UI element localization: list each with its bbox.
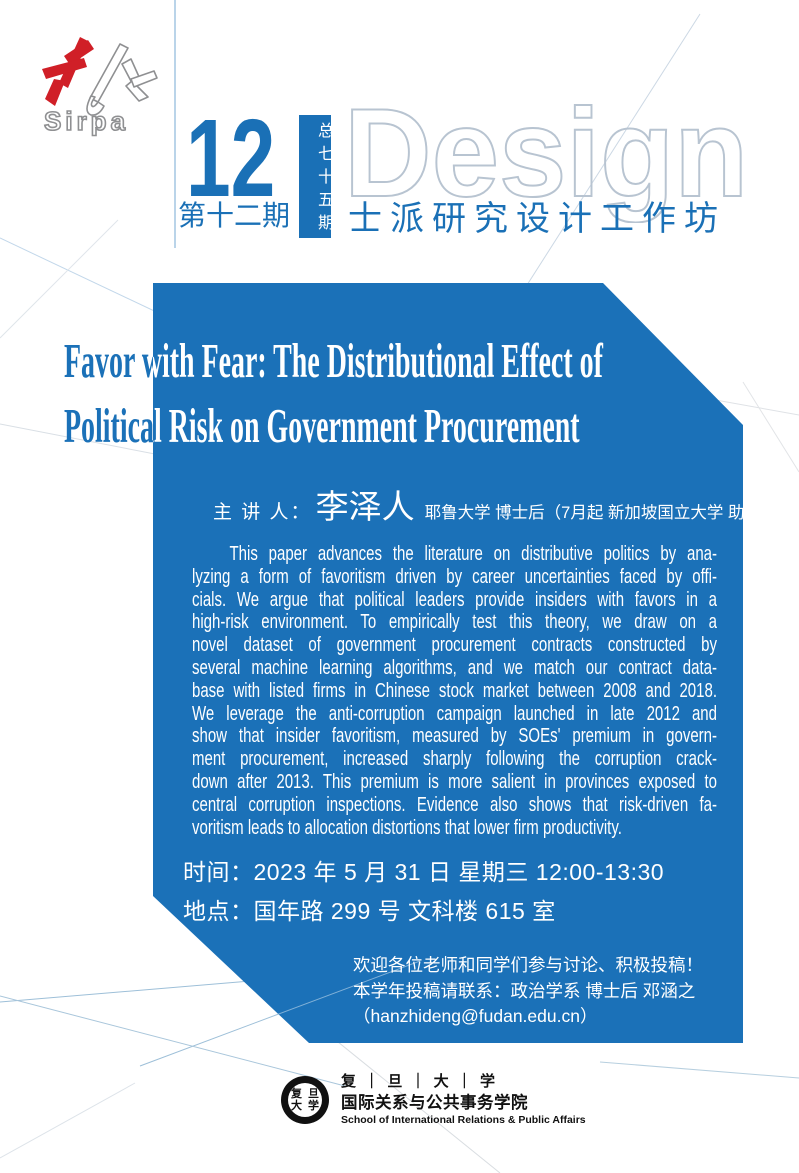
abstract-line: This paper advances the literature on di…	[229, 543, 718, 565]
footer-school-block: 复 ｜ 旦 ｜ 大 ｜ 学 国际关系与公共事务学院 School of Inte…	[341, 1072, 586, 1127]
series-word-design: Design	[343, 84, 749, 223]
issue-number: 12	[186, 97, 276, 220]
abstract-line: lyzing a form of favoritism driven by ca…	[192, 565, 717, 588]
university-name: 复 ｜ 旦 ｜ 大 ｜ 学	[341, 1073, 498, 1090]
talk-title: Favor with Fear: The Distributional Effe…	[64, 333, 603, 453]
contact-block: 欢迎各位老师和同学们参与讨论、积极投稿！ 本学年投稿请联系：政治学系 博士后 邓…	[353, 953, 703, 1030]
talk-venue: 地点：国年路 299 号 文科楼 615 室	[183, 898, 556, 924]
sirpa-logo-mark	[42, 37, 158, 116]
abstract-line: show that insider favoritism, measured b…	[192, 725, 717, 748]
school-name-en: School of International Relations & Publ…	[341, 1114, 586, 1126]
talk-abstract: This paper advances the literature on di…	[192, 543, 717, 839]
abstract-line: We leverage the anti-corruption campaign…	[192, 702, 717, 725]
issue-label: 第十二期	[178, 200, 291, 231]
contact-welcome: 欢迎各位老师和同学们参与讨论、积极投稿！	[353, 955, 703, 975]
abstract-line: down after 2013. This premium is more sa…	[192, 770, 717, 793]
speaker-row: 主 讲 人： 李泽人 耶鲁大学 博士后（7月起 新加坡国立大学 助理教授）	[213, 480, 799, 528]
abstract-line: voritism leads to allocation distortions…	[192, 816, 622, 839]
seal-char: 旦	[308, 1088, 319, 1100]
abstract-line: cials. We argue that political leaders p…	[192, 588, 717, 611]
talk-time: 时间：2023 年 5 月 31 日 星期三 12:00-13:30	[183, 859, 665, 885]
school-name-cn: 国际关系与公共事务学院	[341, 1094, 528, 1112]
cumulative-issue-box: 总七十五期	[299, 115, 332, 238]
abstract-line: ment procurement, increased sharply foll…	[192, 748, 717, 771]
sirpa-logo	[34, 34, 164, 142]
speaker-affiliation: 耶鲁大学 博士后（7月起 新加坡国立大学 助理教授）	[424, 504, 799, 522]
abstract-line: several machine learning algorithms, and…	[192, 656, 717, 679]
abstract-line: base with listed firms in Chinese stock …	[192, 679, 717, 702]
seal-char: 复	[291, 1088, 302, 1100]
sirpa-logo-text: Sirpa	[43, 105, 130, 137]
series-name: 士派研究设计工作坊	[348, 200, 726, 238]
fudan-seal-characters: 复 旦 大 学	[288, 1083, 322, 1117]
abstract-line: high-risk environment. To empirically te…	[192, 611, 717, 634]
speaker-name: 李泽人	[315, 488, 415, 525]
seal-char: 大	[291, 1100, 302, 1112]
seal-char: 学	[308, 1100, 319, 1112]
contact-person: 本学年投稿请联系：政治学系 博士后 邓涵之	[353, 980, 696, 1001]
abstract-line: novel dataset of government procurement …	[192, 634, 717, 657]
abstract-line: central corruption inspections. Evidence…	[192, 793, 717, 816]
speaker-label: 主 讲 人：	[213, 502, 312, 523]
contact-email: （hanzhideng@fudan.edu.cn）	[353, 1006, 598, 1026]
fudan-seal: 复 旦 大 学	[281, 1076, 329, 1124]
